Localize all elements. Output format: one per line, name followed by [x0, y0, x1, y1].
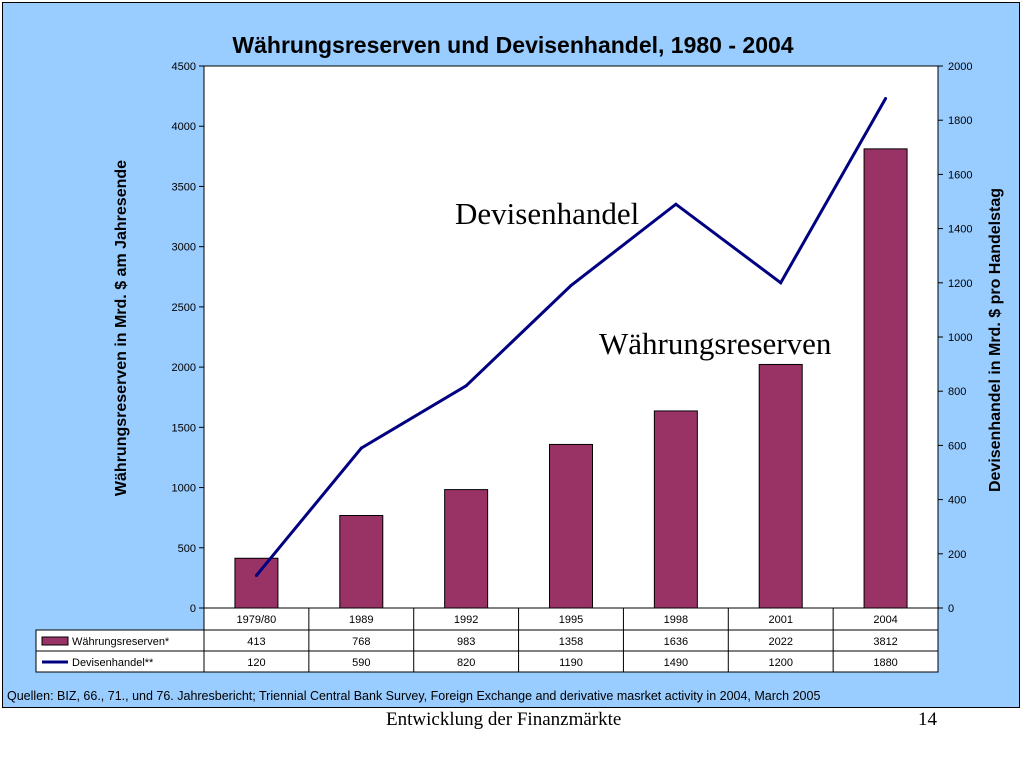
table-cell-trading: 1880 [873, 657, 897, 669]
legend-label-waehrungsreserven: Währungsreserven* [72, 636, 170, 648]
right-tick-label: 1400 [948, 224, 972, 236]
left-tick-label: 2500 [172, 302, 196, 314]
category-label: 1979/80 [237, 614, 277, 626]
left-tick-label: 2000 [172, 362, 196, 374]
category-label: 2001 [768, 614, 792, 626]
right-tick-label: 1800 [948, 115, 972, 127]
bar-1998 [653, 410, 698, 609]
page-number: 14 [918, 709, 937, 730]
data-table: 1979/80 1989 1992 1995 1998 2001 2004 Währungsr… [35, 607, 939, 673]
table-cell-trading: 1490 [664, 657, 688, 669]
table-cell-trading: 1200 [768, 657, 792, 669]
left-tick-label: 4500 [172, 61, 196, 73]
left-tick-label: 500 [178, 543, 196, 555]
line-point-2001 [779, 281, 783, 285]
category-label: 1995 [559, 614, 583, 626]
right-tick-label: 400 [948, 495, 966, 507]
table-cell-trading: 120 [247, 657, 265, 669]
bar-2004 [863, 148, 908, 609]
category-label: 1992 [454, 614, 478, 626]
line-point-2004 [884, 97, 888, 101]
table-cell-trading: 590 [352, 657, 370, 669]
line-point-1979/80 [254, 573, 258, 577]
left-tick-label: 3000 [172, 242, 196, 254]
table-cell-reserves: 3812 [873, 636, 897, 648]
category-label: 1989 [349, 614, 373, 626]
table-cell-trading: 1190 [559, 657, 583, 669]
source-note: Quellen: BIZ, 66., 71., und 76. Jahresbe… [7, 689, 820, 703]
left-tick-label: 1000 [172, 483, 196, 495]
annotation-devisenhandel: Devisenhandel [455, 196, 639, 231]
right-axis-label: Devisenhandel in Mrd. $ pro Handelstag [987, 188, 1004, 492]
left-tick-label: 3500 [172, 181, 196, 193]
line-point-1995 [569, 284, 573, 288]
bars [234, 148, 908, 609]
footer-title: Entwicklung der Finanzmärkte [386, 709, 622, 730]
left-tick-label: 0 [190, 603, 196, 615]
bar-1995 [549, 443, 593, 609]
right-tick-label: 1000 [948, 332, 972, 344]
table-cell-reserves: 2022 [768, 636, 792, 648]
chart-panel: Währungsreserven und Devisenhandel, 1980… [2, 2, 1020, 708]
table-cell-reserves: 1636 [664, 636, 688, 648]
line-point-1989 [359, 446, 363, 450]
table-cell-reserves: 413 [247, 636, 265, 648]
line-point-1992 [464, 384, 468, 388]
right-tick-label: 200 [948, 549, 966, 561]
right-tick-label: 2000 [948, 61, 972, 73]
table-cell-reserves: 768 [352, 636, 370, 648]
bar-2001 [758, 363, 803, 609]
right-y-axis: 0 200 400 600 800 1000 1200 1400 1600 1800 2000 [938, 61, 972, 615]
bar-1989 [339, 514, 384, 609]
annotation-waehrungsreserven: Währungsreserven [599, 326, 832, 361]
left-y-axis: 0 500 1000 1500 2000 2500 3000 3500 4000 4500 [172, 61, 204, 615]
bar-1979/80 [234, 557, 279, 609]
line-point-1998 [674, 202, 678, 206]
chart: Währungsreserven und Devisenhandel, 1980… [7, 32, 1004, 703]
table-cell-trading: 820 [457, 657, 475, 669]
right-tick-label: 600 [948, 440, 966, 452]
table-cell-reserves: 983 [457, 636, 475, 648]
left-axis-label: Währungsreserven in Mrd. $ am Jahresende [113, 160, 130, 496]
legend-key-bar [41, 636, 69, 646]
right-tick-label: 800 [948, 386, 966, 398]
chart-title: Währungsreserven und Devisenhandel, 1980… [232, 32, 793, 58]
category-label: 2004 [873, 614, 897, 626]
legend-label-devisenhandel: Devisenhandel** [72, 657, 154, 669]
right-tick-label: 0 [948, 603, 954, 615]
table-cell-reserves: 1358 [559, 636, 583, 648]
category-label: 1998 [664, 614, 688, 626]
bar-1992 [444, 489, 489, 609]
right-tick-label: 1200 [948, 278, 972, 290]
line-series [254, 97, 888, 577]
left-tick-label: 4000 [172, 121, 196, 133]
right-tick-label: 1600 [948, 169, 972, 181]
left-tick-label: 1500 [172, 422, 196, 434]
